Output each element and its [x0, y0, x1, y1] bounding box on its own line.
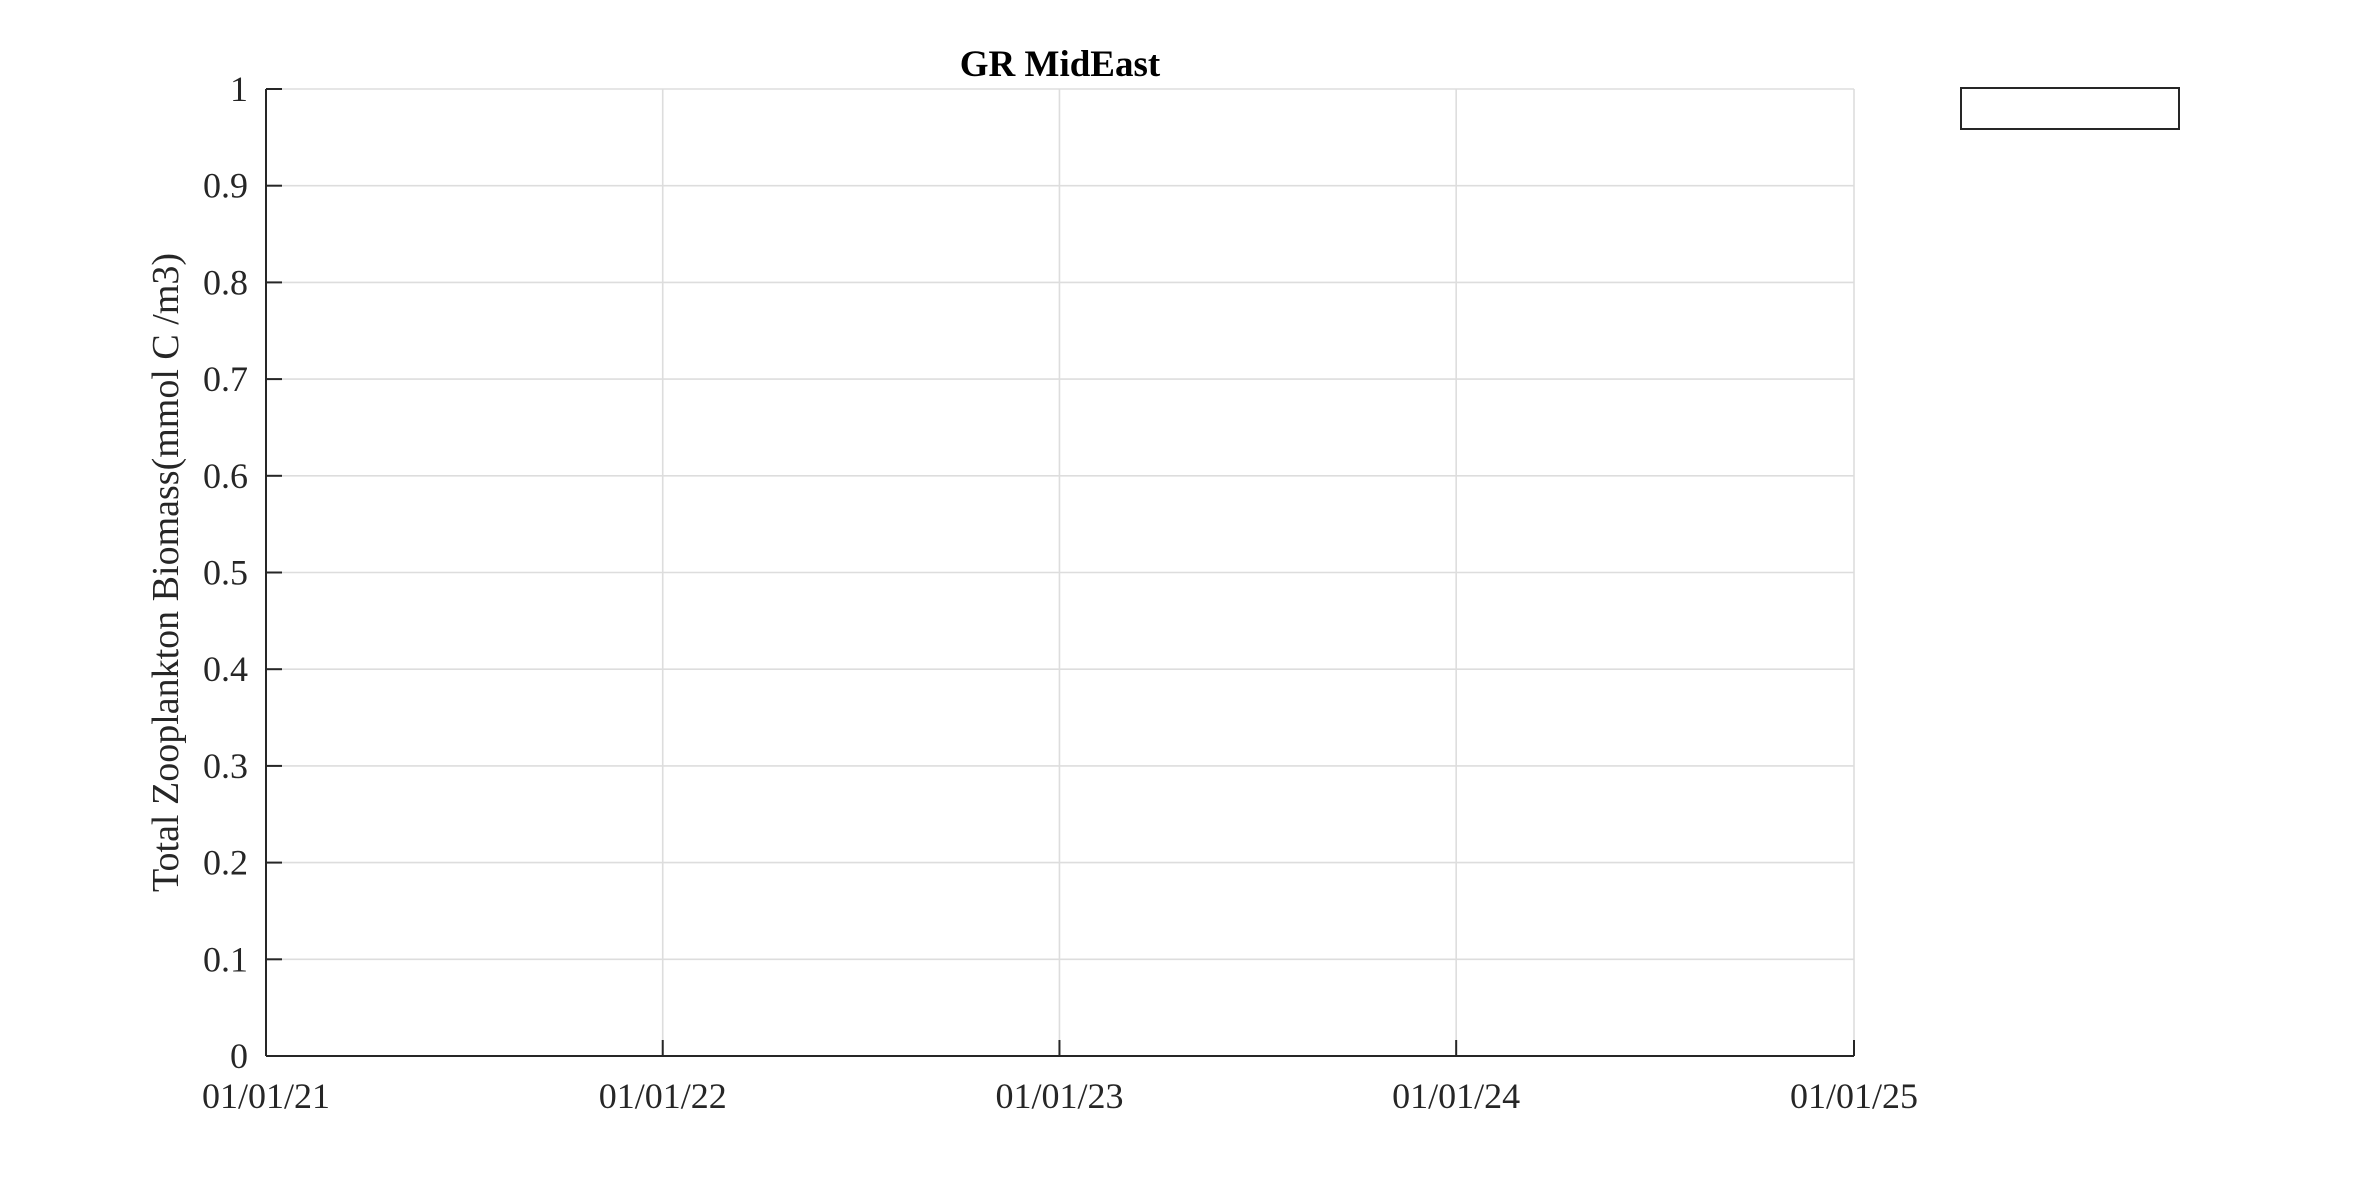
- x-tick-label: 01/01/24: [1392, 1076, 1520, 1116]
- y-tick-label: 0.2: [203, 843, 248, 883]
- y-tick-label: 1: [230, 69, 248, 109]
- y-tick-label: 0: [230, 1036, 248, 1076]
- y-tick-label: 0.7: [203, 359, 248, 399]
- x-tick-label: 01/01/23: [995, 1076, 1123, 1116]
- x-tick-label: 01/01/22: [599, 1076, 727, 1116]
- y-tick-label: 0.6: [203, 456, 248, 496]
- x-tick-label: 01/01/25: [1790, 1076, 1918, 1116]
- x-tick-label: 01/01/21: [202, 1076, 330, 1116]
- legend-box: [1960, 87, 2180, 130]
- y-axis-ticks: 0 0.1 0.2 0.3 0.4 0.5 0.6 0.7 0.8 0.9 1: [203, 69, 282, 1076]
- y-grid: [266, 88, 1854, 1057]
- y-tick-label: 0.3: [203, 746, 248, 786]
- y-tick-label: 0.4: [203, 649, 248, 689]
- y-tick-label: 0.5: [203, 553, 248, 593]
- chart-title: GR MidEast: [960, 44, 1161, 85]
- y-axis-label: Total Zooplankton Biomass(mmol C /m3): [145, 253, 187, 892]
- x-axis-ticks: 01/01/21 01/01/22 01/01/23 01/01/24 01/01/25: [202, 1040, 1918, 1116]
- y-tick-label: 0.1: [203, 939, 248, 979]
- y-tick-label: 0.9: [203, 166, 248, 206]
- y-tick-label: 0.8: [203, 262, 248, 302]
